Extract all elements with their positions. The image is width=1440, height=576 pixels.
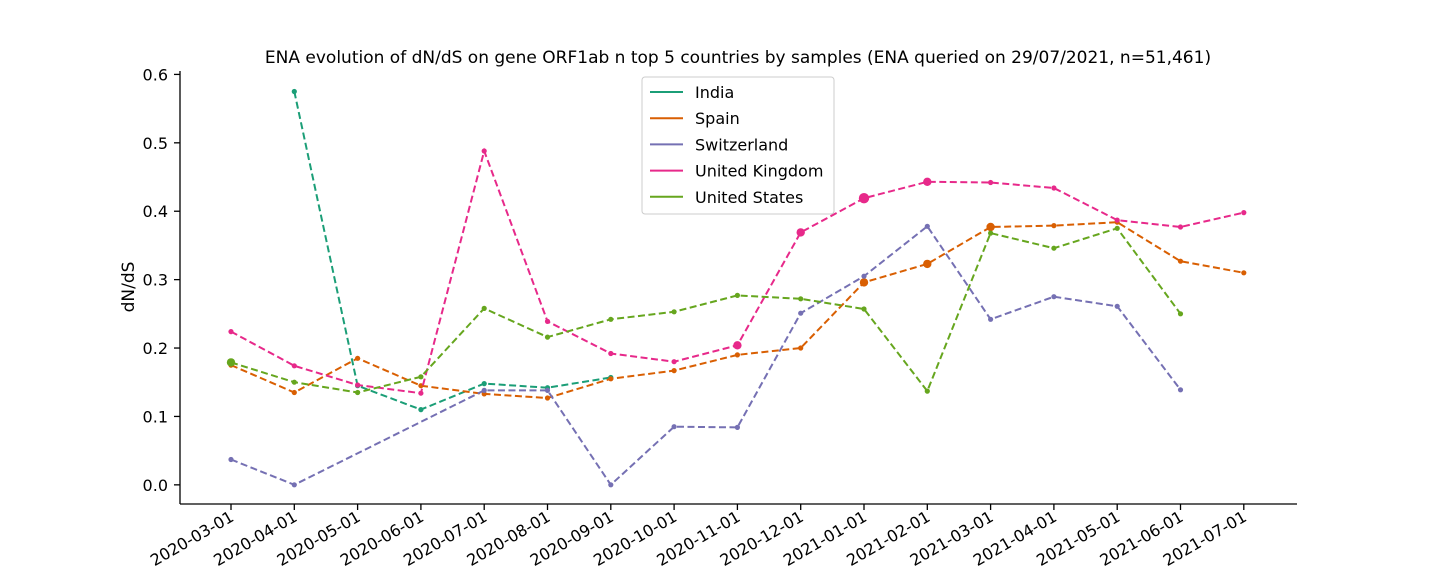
- series-united-states: [226, 225, 1184, 396]
- data-point: [228, 329, 234, 335]
- data-point: [924, 388, 930, 394]
- data-point: [858, 193, 870, 204]
- data-point: [861, 306, 867, 312]
- data-point: [418, 374, 424, 380]
- data-point: [481, 381, 487, 387]
- y-ticks: 0.0 0.1 0.2 0.3 0.4 0.5 0.6: [143, 65, 180, 495]
- data-point: [734, 292, 741, 298]
- legend-label: United Kingdom: [695, 162, 823, 181]
- data-point: [923, 177, 932, 186]
- data-point: [418, 407, 424, 413]
- data-point: [671, 359, 677, 365]
- data-point: [355, 382, 361, 388]
- data-point: [988, 230, 994, 236]
- y-tick-label: 0.1: [143, 407, 168, 426]
- data-point: [418, 390, 424, 396]
- data-point: [1177, 224, 1184, 230]
- series-spain: [228, 219, 1247, 401]
- data-point: [608, 376, 614, 382]
- x-ticks: 2020-03-012020-04-012020-05-012020-06-01…: [147, 504, 1250, 570]
- series-switzerland: [228, 223, 1184, 488]
- y-axis-label: dN/dS: [119, 262, 139, 313]
- data-point: [608, 350, 614, 357]
- data-point: [798, 310, 804, 316]
- data-point: [1177, 258, 1184, 264]
- legend-label: Spain: [695, 109, 740, 128]
- data-point: [798, 296, 804, 302]
- data-point: [671, 424, 677, 430]
- data-point: [1241, 270, 1247, 276]
- data-point: [1177, 387, 1184, 393]
- data-point: [355, 355, 361, 361]
- data-point: [544, 334, 551, 340]
- data-point: [988, 316, 994, 322]
- data-point: [1114, 303, 1120, 309]
- data-point: [1051, 185, 1057, 191]
- data-point: [608, 482, 614, 488]
- data-point: [988, 179, 994, 186]
- data-point: [291, 379, 297, 385]
- data-point: [1051, 223, 1057, 229]
- series-line-switzerland: [230, 224, 1182, 487]
- data-point: [481, 387, 487, 393]
- data-point: [481, 305, 487, 311]
- data-point: [291, 389, 297, 396]
- series-line-spain: [230, 221, 1244, 400]
- data-point: [291, 88, 297, 95]
- data-point: [291, 482, 297, 488]
- y-tick-label: 0.3: [143, 271, 168, 290]
- data-point: [228, 456, 234, 463]
- data-point: [1051, 294, 1057, 300]
- data-point: [291, 363, 297, 369]
- series-line-united-states: [230, 227, 1182, 394]
- legend-box: [641, 76, 835, 215]
- legend-items: India Spain Switzerland United Kingdom Unite…: [650, 83, 823, 207]
- legend-label: United States: [695, 188, 803, 207]
- data-point: [861, 273, 867, 279]
- data-point: [544, 395, 551, 401]
- data-point: [355, 389, 361, 396]
- data-point: [923, 259, 932, 269]
- data-point: [1114, 225, 1120, 231]
- series-united-kingdom: [228, 147, 1247, 396]
- legend: India Spain Switzerland United Kingdom Unite…: [641, 76, 835, 215]
- data-point: [1051, 245, 1057, 251]
- data-point: [734, 352, 741, 358]
- y-tick-label: 0.2: [143, 339, 168, 358]
- y-tick-label: 0.6: [143, 65, 168, 84]
- data-point: [798, 345, 804, 351]
- series-line-india: [293, 91, 611, 411]
- data-point: [671, 368, 677, 374]
- series-group: [226, 88, 1247, 488]
- legend-label: India: [695, 83, 734, 102]
- data-point: [671, 309, 677, 315]
- data-point: [544, 318, 551, 324]
- data-point: [1177, 311, 1184, 317]
- data-point: [924, 223, 930, 229]
- data-point: [1241, 210, 1247, 216]
- y-tick-label: 0.5: [143, 134, 168, 153]
- legend-label: Switzerland: [695, 135, 788, 154]
- y-tick-label: 0.0: [143, 476, 168, 495]
- data-point: [796, 228, 805, 237]
- series-india: [291, 88, 614, 413]
- chart-title: ENA evolution of dN/dS on gene ORF1ab n …: [265, 48, 1211, 68]
- data-point: [544, 387, 551, 393]
- data-point: [733, 341, 742, 350]
- y-tick-label: 0.4: [143, 202, 168, 221]
- data-point: [608, 316, 614, 322]
- data-point: [226, 358, 236, 367]
- data-point: [481, 148, 487, 154]
- data-point: [734, 424, 741, 430]
- data-point: [986, 222, 995, 232]
- data-point: [1114, 217, 1120, 223]
- data-point: [859, 278, 869, 287]
